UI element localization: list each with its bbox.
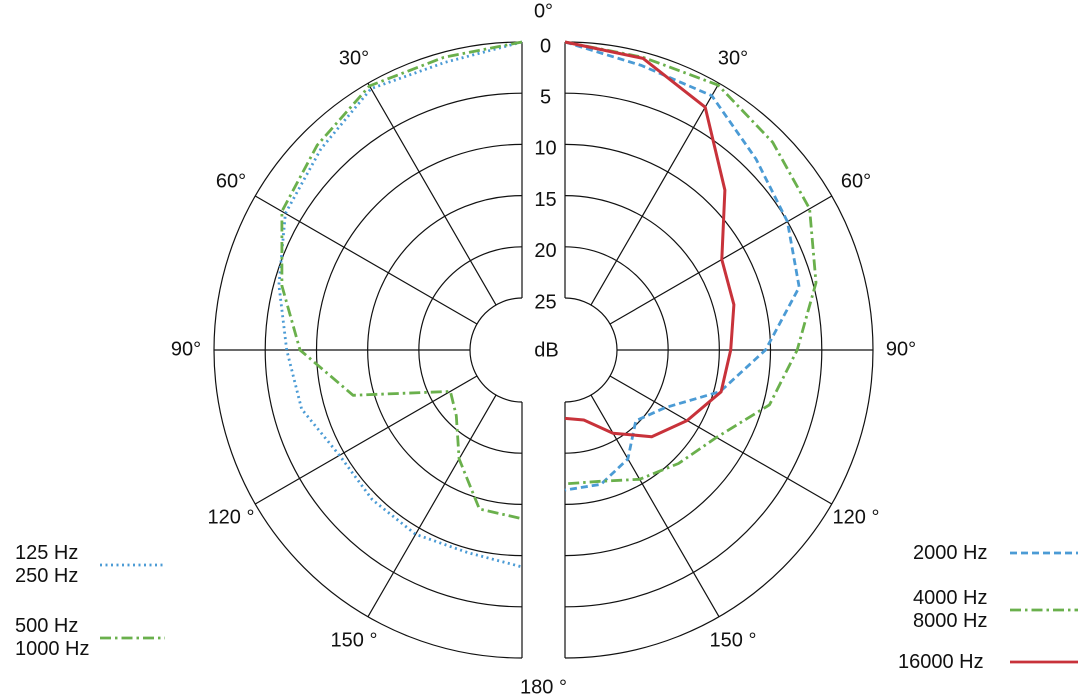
r-tick-label: 15	[534, 189, 556, 211]
grid-ring	[469, 297, 523, 403]
grid-spoke	[367, 82, 497, 306]
series-line	[277, 40, 523, 569]
r-axis-label: dB	[534, 339, 558, 361]
angle-tick-label: 120 °	[833, 506, 880, 528]
legend-label: 4000 Hz 8000 Hz	[913, 587, 988, 632]
angle-tick-label: 180 °	[520, 676, 567, 696]
angle-tick-label: 60°	[216, 170, 246, 192]
angle-tick-label: 90°	[886, 338, 916, 360]
angle-tick-label: 0°	[534, 0, 553, 22]
legend-label: 500 Hz 1000 Hz	[15, 615, 90, 660]
r-tick-label: 25	[534, 291, 556, 313]
grid-ring	[564, 297, 618, 403]
legend-label: 16000 Hz	[898, 650, 984, 673]
r-tick-label: 10	[534, 138, 556, 160]
grid-spoke	[254, 195, 478, 325]
series-line	[564, 40, 801, 492]
r-tick-label: 0	[540, 35, 551, 57]
angle-tick-label: 30°	[718, 47, 748, 69]
angle-tick-label: 150 °	[710, 629, 757, 651]
series-line	[564, 40, 736, 439]
series-line	[280, 40, 523, 521]
r-tick-label: 20	[534, 240, 556, 262]
angle-tick-label: 30°	[339, 47, 369, 69]
grid-spoke	[609, 375, 833, 505]
legend-label: 125 Hz 250 Hz	[15, 542, 79, 587]
angle-tick-label: 120 °	[208, 506, 255, 528]
angle-tick-label: 150 °	[331, 629, 378, 651]
grid-spoke	[254, 375, 478, 505]
angle-tick-label: 60°	[841, 170, 871, 192]
grid-spoke	[590, 82, 720, 306]
r-tick-label: 5	[540, 86, 551, 108]
grid-spoke	[367, 394, 497, 618]
angle-tick-label: 90°	[171, 338, 201, 360]
legend-label: 2000 Hz	[913, 541, 988, 564]
series-line	[564, 40, 818, 486]
